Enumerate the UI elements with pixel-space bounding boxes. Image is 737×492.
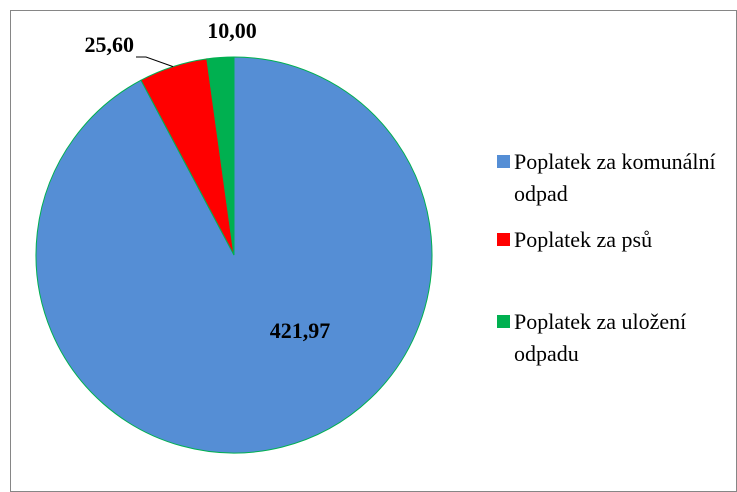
legend-swatch [497, 233, 510, 246]
data-label: 421,97 [270, 318, 331, 343]
legend-label: Poplatek za komunální odpad [514, 149, 716, 206]
legend-label: Poplatek za psů [514, 227, 653, 252]
legend-swatch [497, 315, 510, 328]
data-label: 25,60 [85, 32, 135, 57]
pie-slice [206, 56, 235, 256]
data-label: 10,00 [207, 18, 257, 43]
legend-item: Poplatek za psů [497, 224, 727, 256]
legend-label: Poplatek za uložení odpadu [514, 309, 687, 366]
leader-line [136, 56, 174, 68]
legend-item: Poplatek za uložení odpadu [497, 306, 727, 370]
legend-swatch [497, 155, 510, 168]
legend-item: Poplatek za komunální odpad [497, 146, 727, 210]
